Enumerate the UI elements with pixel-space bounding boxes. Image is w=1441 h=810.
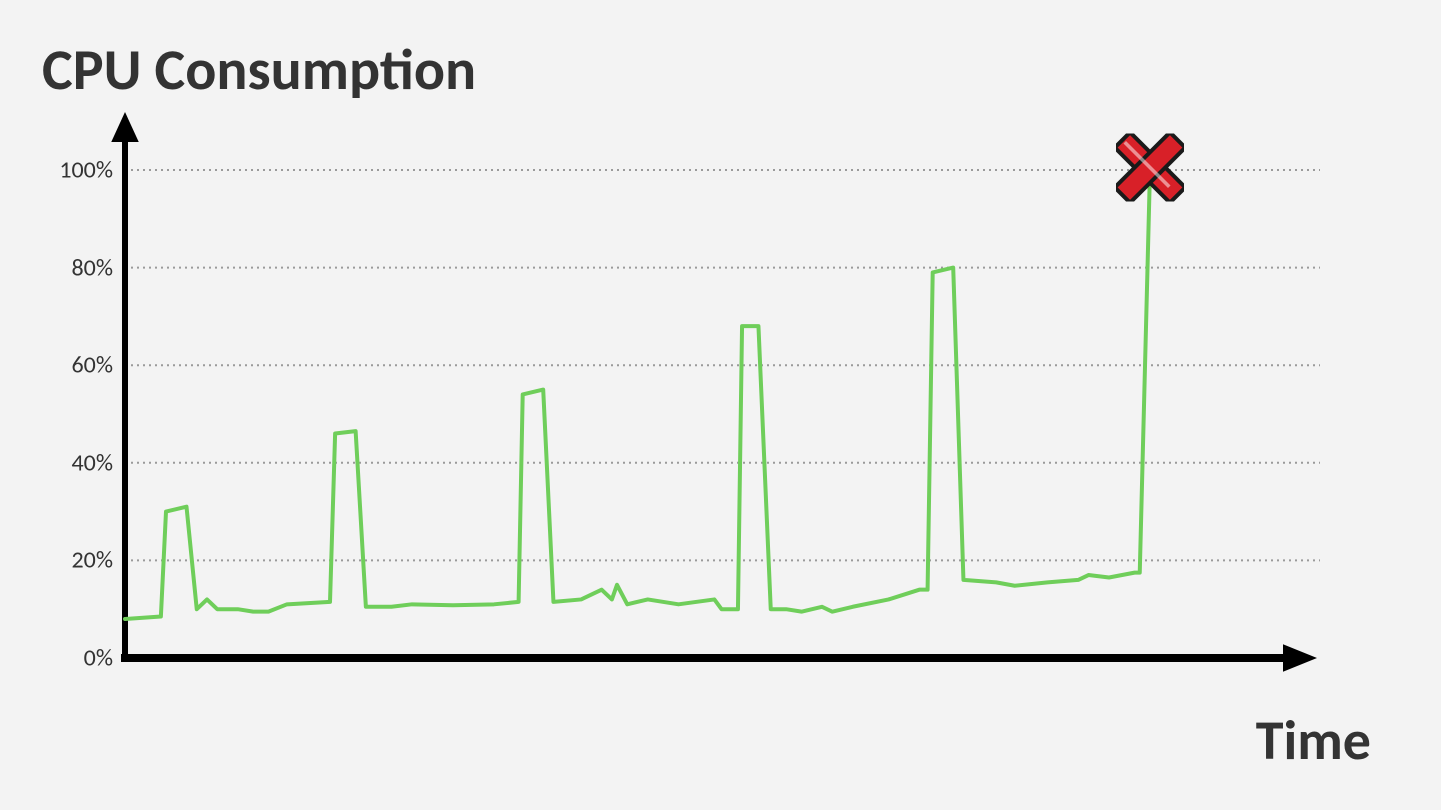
failure-x-svg xyxy=(1116,134,1184,202)
y-tick-label: 80% xyxy=(53,253,113,282)
series-group xyxy=(125,170,1150,619)
x-axis-arrow xyxy=(1283,644,1317,672)
cpu-chart-container: CPU Consumption 0%20%40%60%80%100% Time xyxy=(0,0,1441,810)
y-tick-label: 0% xyxy=(53,644,113,673)
failure-x-icon xyxy=(1116,134,1184,207)
y-tick-label: 20% xyxy=(53,546,113,575)
chart-svg xyxy=(0,0,1441,810)
y-axis-arrow xyxy=(111,112,139,142)
y-tick-label: 100% xyxy=(53,156,113,185)
x-axis-label: Time xyxy=(1256,707,1371,775)
y-tick-label: 40% xyxy=(53,448,113,477)
cpu-series-line xyxy=(125,170,1150,619)
y-tick-label: 60% xyxy=(53,351,113,380)
